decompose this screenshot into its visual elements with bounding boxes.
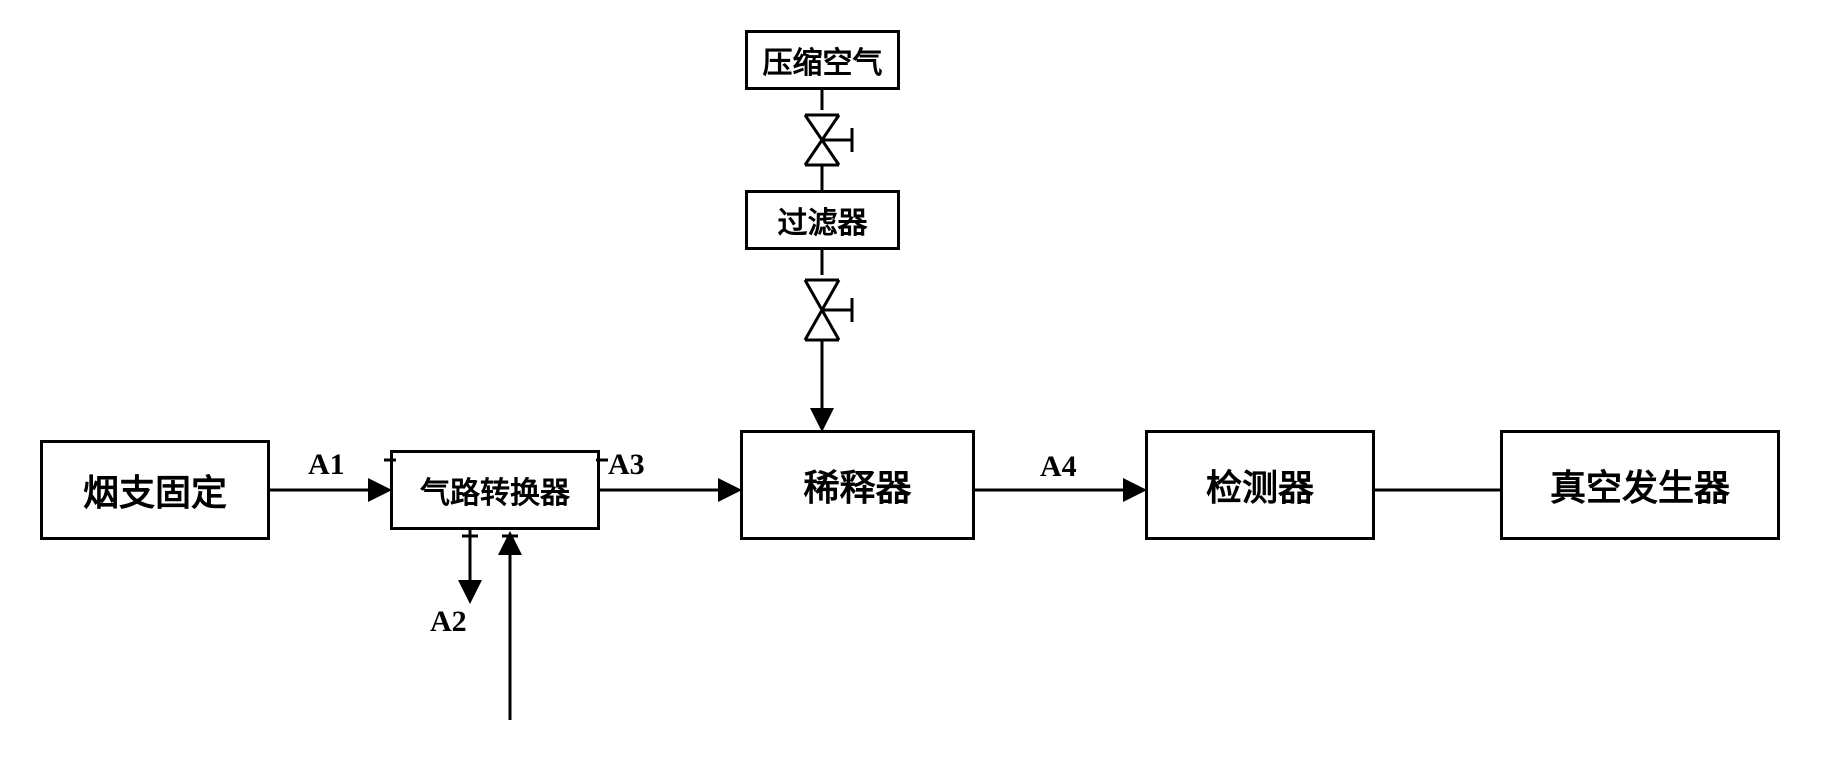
node-compressed-air: 压缩空气 bbox=[745, 30, 900, 90]
node-label: 压缩空气 bbox=[763, 38, 883, 82]
node-cigarette-fix: 烟支固定 bbox=[40, 440, 270, 540]
node-label: 烟支固定 bbox=[83, 464, 227, 516]
node-label: 检测器 bbox=[1206, 459, 1314, 511]
edge-label-a2: A2 bbox=[430, 605, 467, 639]
diagram-connectors bbox=[0, 0, 1842, 779]
node-detector: 检测器 bbox=[1145, 430, 1375, 540]
node-label: 过滤器 bbox=[778, 198, 868, 242]
node-filter: 过滤器 bbox=[745, 190, 900, 250]
edge-label-a3: A3 bbox=[608, 448, 645, 482]
node-label: 真空发生器 bbox=[1550, 459, 1730, 511]
node-vacuum-generator: 真空发生器 bbox=[1500, 430, 1780, 540]
node-label: 气路转换器 bbox=[420, 468, 570, 512]
node-label: 稀释器 bbox=[803, 459, 911, 511]
node-gas-switcher: 气路转换器 bbox=[390, 450, 600, 530]
edge-label-a1: A1 bbox=[308, 448, 345, 482]
edge-label-a4: A4 bbox=[1040, 450, 1077, 484]
node-dilutor: 稀释器 bbox=[740, 430, 975, 540]
